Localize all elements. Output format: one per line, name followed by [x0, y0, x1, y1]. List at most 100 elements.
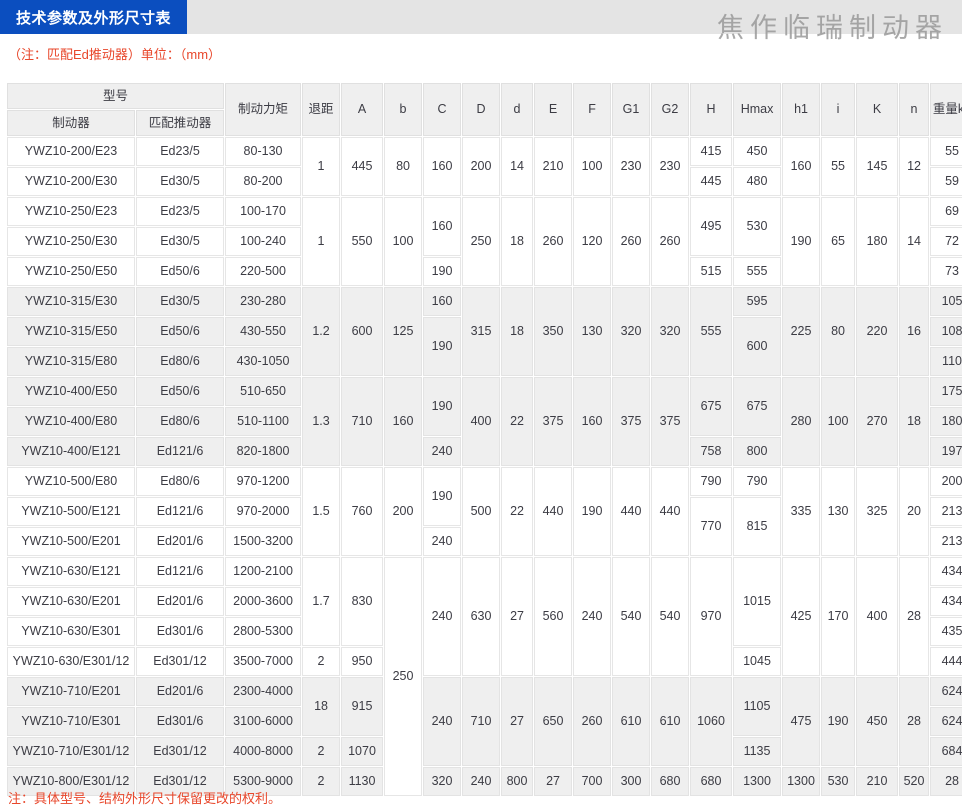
cell-torque: 510-1100: [225, 407, 302, 436]
cell-C: 240: [423, 677, 462, 766]
cell-weight: 108: [930, 317, 962, 346]
cell-d: 14: [501, 137, 534, 196]
cell-G2: 540: [651, 557, 690, 676]
cell-i: 80: [821, 287, 856, 376]
cell-weight: 110: [930, 347, 962, 376]
table-row[interactable]: YWZ10-250/E50 Ed50/6 220-500 190 515 555…: [7, 257, 962, 286]
header-Hmax: Hmax: [733, 83, 782, 136]
table-row[interactable]: YWZ10-250/E30 Ed30/5 100-240 72: [7, 227, 962, 256]
table-row[interactable]: YWZ10-710/E301/12 Ed301/12 4000-8000 2 1…: [7, 737, 962, 766]
cell-weight: 444: [930, 647, 962, 676]
cell-actuator: Ed301/12: [136, 647, 225, 676]
table-row[interactable]: YWZ10-630/E201 Ed201/6 2000-3600 434: [7, 587, 962, 616]
cell-retreat: 2: [302, 767, 341, 796]
table-row[interactable]: YWZ10-315/E30 Ed30/5 230-280 1.2 600 125…: [7, 287, 962, 376]
cell-torque: 510-650: [225, 377, 302, 406]
cell-E: 350: [534, 287, 573, 376]
cell-i: 190: [821, 677, 856, 766]
cell-E: 650: [534, 677, 573, 766]
cell-b: 250: [384, 557, 423, 796]
table-row[interactable]: YWZ10-710/E201 Ed201/6 2300-4000 18 915 …: [7, 677, 962, 766]
cell-weight: 434: [930, 587, 962, 616]
cell-G1: 260: [612, 197, 651, 286]
cell-torque: 820-1800: [225, 437, 302, 466]
table-row[interactable]: YWZ10-200/E30 Ed30/5 80-200 445 480 59: [7, 167, 962, 196]
cell-G2: 440: [651, 467, 690, 556]
cell-d: 18: [501, 287, 534, 376]
cell-retreat: 1: [302, 137, 341, 196]
table-row[interactable]: YWZ10-400/E121 Ed121/6 820-1800 240 758 …: [7, 437, 962, 466]
cell-E: 375: [534, 377, 573, 466]
header-row-1: 型号 制动力矩 退距 A b C D d E F G1 G2 H Hmax h1…: [7, 83, 962, 136]
cell-C: 190: [423, 467, 462, 526]
cell-H: 555: [690, 287, 733, 376]
header-G2: G2: [651, 83, 690, 136]
cell-h1: 160: [782, 137, 821, 196]
table-row[interactable]: YWZ10-710/E301 Ed301/6 3100-6000 624: [7, 707, 962, 736]
cell-actuator: Ed80/6: [136, 347, 225, 376]
cell-actuator: Ed301/6: [136, 707, 225, 736]
cell-K: 400: [856, 557, 899, 676]
table-row[interactable]: YWZ10-315/E50 Ed50/6 430-550 190 600 108: [7, 317, 962, 376]
cell-weight: 180: [930, 407, 962, 436]
table-row[interactable]: YWZ10-250/E23 Ed23/5 100-170 1 550 100 1…: [7, 197, 962, 286]
cell-D: 500: [462, 467, 501, 556]
table-row[interactable]: YWZ10-315/E80 Ed80/6 430-1050 110: [7, 347, 962, 376]
cell-i: 65: [821, 197, 856, 286]
cell-H: 675: [690, 377, 733, 436]
header-A: A: [341, 83, 384, 136]
cell-h1: 530: [821, 767, 856, 796]
table-row[interactable]: YWZ10-400/E50 Ed50/6 510-650 1.3 710 160…: [7, 377, 962, 466]
cell-D: 400: [462, 377, 501, 466]
cell-D: 200: [462, 137, 501, 196]
table-row[interactable]: YWZ10-500/E201 Ed201/6 1500-3200 240 213: [7, 527, 962, 556]
cell-brake: YWZ10-710/E301/12: [7, 737, 135, 766]
table-row[interactable]: YWZ10-630/E301 Ed301/6 2800-5300 435: [7, 617, 962, 646]
table-row[interactable]: YWZ10-630/E301/12 Ed301/12 3500-7000 2 9…: [7, 647, 962, 676]
cell-weight: 197: [930, 437, 962, 466]
table-row[interactable]: YWZ10-400/E80 Ed80/6 510-1100 180: [7, 407, 962, 436]
cell-torque: 80-130: [225, 137, 302, 166]
table-row[interactable]: YWZ10-800/E301/12 Ed301/12 5300-9000 2 1…: [7, 767, 962, 796]
cell-A: 760: [341, 467, 384, 556]
cell-d: 22: [501, 467, 534, 556]
table-row[interactable]: YWZ10-630/E121 Ed121/6 1200-2100 1.7 830…: [7, 557, 962, 796]
cell-weight: 434: [930, 557, 962, 586]
cell-H: 770: [690, 497, 733, 556]
cell-A: 1130: [341, 767, 384, 796]
cell-A: 830: [341, 557, 384, 646]
cell-torque: 100-170: [225, 197, 302, 226]
cell-brake: YWZ10-200/E30: [7, 167, 135, 196]
cell-Hmax: 595: [733, 287, 782, 316]
cell-brake: YWZ10-315/E30: [7, 287, 135, 316]
cell-K: 145: [856, 137, 899, 196]
cell-weight: 175: [930, 377, 962, 406]
header-n: n: [899, 83, 930, 136]
table-row[interactable]: YWZ10-200/E23 Ed23/5 80-130 1 445 80 160…: [7, 137, 962, 196]
cell-Hmax: 600: [733, 317, 782, 376]
cell-brake: YWZ10-400/E80: [7, 407, 135, 436]
cell-A: 950: [341, 647, 384, 676]
cell-G2: 230: [651, 137, 690, 196]
cell-torque: 100-240: [225, 227, 302, 256]
cell-weight: 73: [930, 257, 962, 286]
cell-G2: 375: [651, 377, 690, 466]
cell-b: 80: [384, 137, 423, 196]
cell-h1: 475: [782, 677, 821, 766]
cell-G1: 320: [612, 287, 651, 376]
cell-K: 325: [856, 467, 899, 556]
header-C: C: [423, 83, 462, 136]
cell-brake: YWZ10-630/E301: [7, 617, 135, 646]
cell-weight: 200: [930, 467, 962, 496]
header-D: D: [462, 83, 501, 136]
cell-A: 710: [341, 377, 384, 466]
cell-actuator: Ed50/6: [136, 257, 225, 286]
cell-H: 1300: [733, 767, 782, 796]
cell-Hmax: 1105: [733, 677, 782, 736]
table-row[interactable]: YWZ10-500/E121 Ed121/6 970-2000 770 815 …: [7, 497, 962, 556]
cell-brake: YWZ10-400/E121: [7, 437, 135, 466]
table-row[interactable]: YWZ10-500/E80 Ed80/6 970-1200 1.5 760 20…: [7, 467, 962, 556]
cell-D: 315: [462, 287, 501, 376]
cell-weight: 435: [930, 617, 962, 646]
cell-n: 18: [899, 377, 930, 466]
